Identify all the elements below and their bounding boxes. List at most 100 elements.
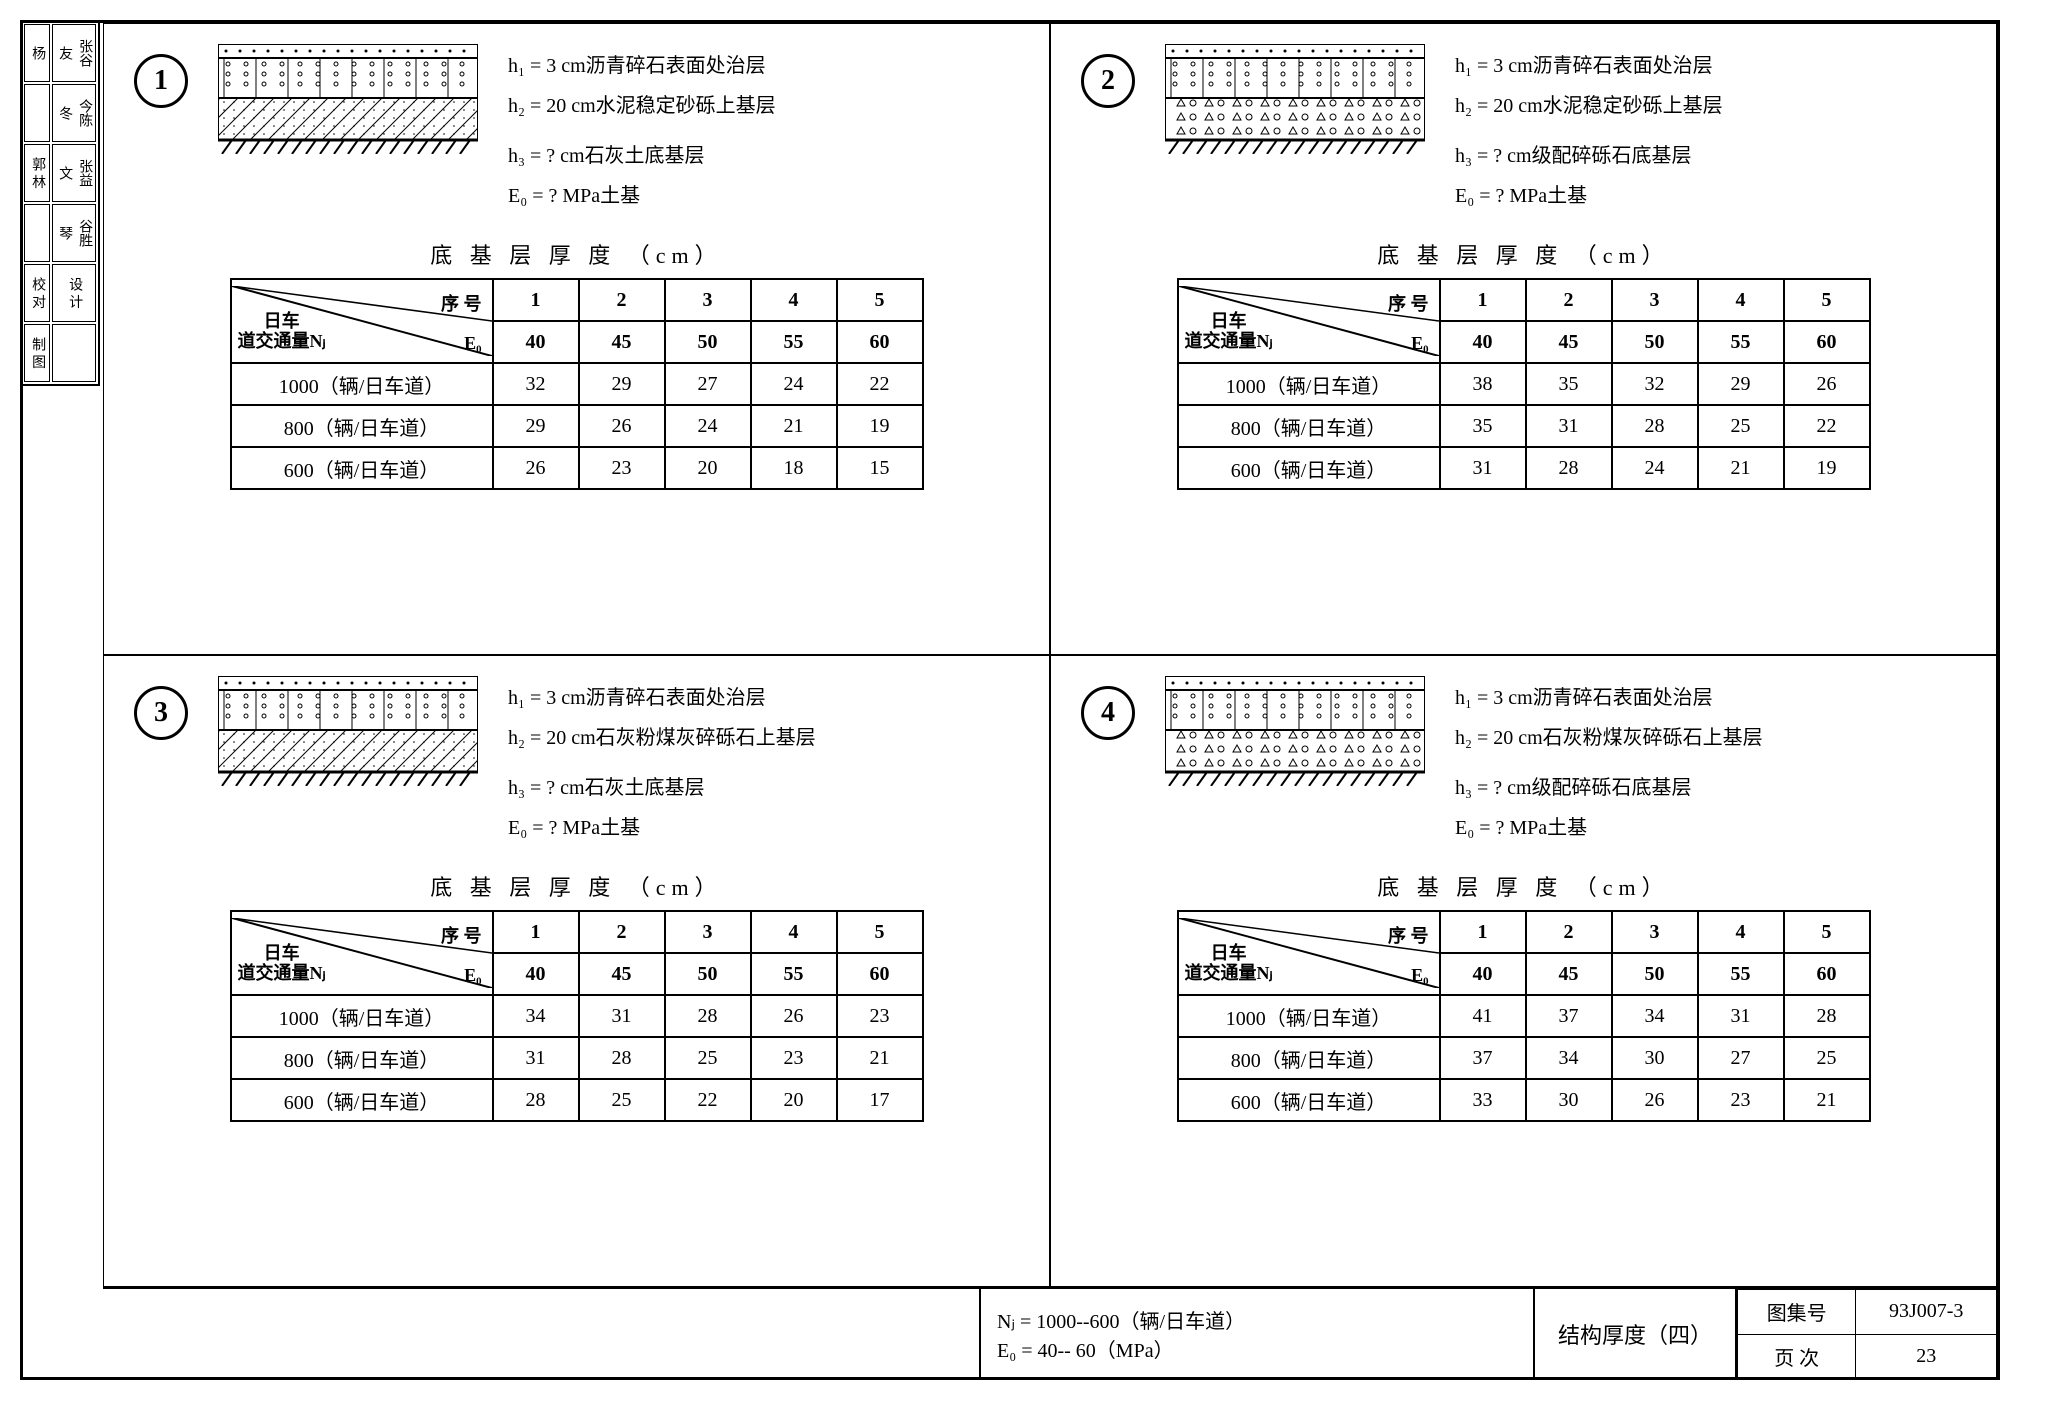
- e0-label: E₀ = ? MPa土基: [1455, 178, 1723, 214]
- thickness-table: 序 号 E₀ 日车道交通量Nⱼ 12345 4045505560 1000（辆/…: [1177, 910, 1871, 1122]
- table-title: 底 基 层 厚 度 （cm）: [134, 870, 1019, 902]
- value-cell: 25: [665, 1037, 751, 1079]
- table-title: 底 基 层 厚 度 （cm）: [134, 238, 1019, 270]
- value-cell: 38: [1440, 363, 1526, 405]
- table-row: 600（辆/日车道） 3128242119: [1178, 447, 1870, 489]
- seq-cell: 5: [1784, 279, 1870, 321]
- e0-cell: 60: [1784, 321, 1870, 363]
- table-title: 底 基 层 厚 度 （cm）: [1081, 870, 1966, 902]
- e0-cell: 50: [1612, 321, 1698, 363]
- e0-cell: 45: [1526, 321, 1612, 363]
- side-cell: 郭 林: [24, 144, 50, 202]
- value-cell: 28: [1526, 447, 1612, 489]
- table-row: 600（辆/日车道） 2825222017: [231, 1079, 923, 1121]
- table-row: 1000（辆/日车道） 3431282623: [231, 995, 923, 1037]
- value-cell: 19: [837, 405, 923, 447]
- side-cell: 设 计: [52, 264, 96, 322]
- side-cell: 谷胜琴: [52, 204, 96, 262]
- e0-label: E₀: [1411, 965, 1428, 986]
- value-cell: 29: [493, 405, 579, 447]
- value-cell: 21: [837, 1037, 923, 1079]
- value-cell: 28: [1612, 405, 1698, 447]
- value-cell: 41: [1440, 995, 1526, 1037]
- value-cell: 25: [1784, 1037, 1870, 1079]
- value-cell: 23: [837, 995, 923, 1037]
- seq-cell: 2: [579, 911, 665, 953]
- seq-cell: 4: [751, 911, 837, 953]
- e0-cell: 55: [751, 953, 837, 995]
- value-cell: 27: [1698, 1037, 1784, 1079]
- side-cell: [52, 324, 96, 382]
- value-cell: 23: [1698, 1079, 1784, 1121]
- footer-params: Nⱼ = 1000--600（辆/日车道） E₀ = 40-- 60（MPa）: [981, 1289, 1535, 1379]
- e0-cell: 50: [665, 953, 751, 995]
- table-row: 600（辆/日车道） 2623201815: [231, 447, 923, 489]
- seq-label: 序 号: [1388, 290, 1429, 316]
- e0-cell: 60: [1784, 953, 1870, 995]
- side-titleblock: 杨张谷友 今陈冬 郭 林张益文 谷胜琴 校 对设 计 制 图: [20, 20, 100, 386]
- value-cell: 31: [579, 995, 665, 1037]
- layer-labels: h₁ = 3 cm沥青碎石表面处治层 h₂ = 20 cm石灰粉煤灰碎砾石上基层…: [1455, 676, 1763, 850]
- side-cell: 今陈冬: [52, 84, 96, 142]
- value-cell: 15: [837, 447, 923, 489]
- table-row: 1000（辆/日车道） 4137343128: [1178, 995, 1870, 1037]
- value-cell: 31: [1698, 995, 1784, 1037]
- seq-label: 序 号: [1388, 922, 1429, 948]
- table-row: 800（辆/日车道） 3531282522: [1178, 405, 1870, 447]
- seq-cell: 4: [1698, 279, 1784, 321]
- panel-number: 3: [134, 686, 188, 740]
- side-cell: 张谷友: [52, 24, 96, 82]
- value-cell: 35: [1526, 363, 1612, 405]
- value-cell: 26: [579, 405, 665, 447]
- e0-cell: 40: [493, 953, 579, 995]
- seq-cell: 4: [751, 279, 837, 321]
- seq-cell: 5: [1784, 911, 1870, 953]
- table-row: 800（辆/日车道） 3128252321: [231, 1037, 923, 1079]
- value-cell: 29: [579, 363, 665, 405]
- value-cell: 17: [837, 1079, 923, 1121]
- row-label: 600（辆/日车道）: [1178, 447, 1440, 489]
- e0-cell: 40: [493, 321, 579, 363]
- h1-label: h₁ = 3 cm沥青碎石表面处治层: [1455, 48, 1723, 84]
- side-cell: 杨: [24, 24, 50, 82]
- footer-e0: E₀ = 40-- 60（MPa）: [997, 1334, 1245, 1363]
- e0-cell: 40: [1440, 321, 1526, 363]
- value-cell: 21: [1784, 1079, 1870, 1121]
- value-cell: 28: [493, 1079, 579, 1121]
- footer-titleblock: 图集号 93J007-3 页 次 23: [1737, 1289, 1997, 1379]
- value-cell: 32: [493, 363, 579, 405]
- value-cell: 22: [1784, 405, 1870, 447]
- value-cell: 33: [1440, 1079, 1526, 1121]
- e0-cell: 45: [579, 321, 665, 363]
- row-label: 800（辆/日车道）: [231, 1037, 493, 1079]
- value-cell: 31: [1440, 447, 1526, 489]
- seq-cell: 3: [665, 279, 751, 321]
- h3-label: h₃ = ? cm级配碎砾石底基层: [1455, 138, 1723, 174]
- drawing-sheet: 杨张谷友 今陈冬 郭 林张益文 谷胜琴 校 对设 计 制 图 1 h₁ = 3 …: [20, 20, 2000, 1380]
- value-cell: 37: [1440, 1037, 1526, 1079]
- e0-label: E₀ = ? MPa土基: [508, 810, 816, 846]
- seq-label: 序 号: [441, 290, 482, 316]
- table-title: 底 基 层 厚 度 （cm）: [1081, 238, 1966, 270]
- layer-labels: h₁ = 3 cm沥青碎石表面处治层 h₂ = 20 cm水泥稳定砂砾上基层 h…: [508, 44, 776, 218]
- row-label: 1000（辆/日车道）: [231, 363, 493, 405]
- e0-cell: 60: [837, 953, 923, 995]
- value-cell: 24: [1612, 447, 1698, 489]
- value-cell: 26: [1612, 1079, 1698, 1121]
- value-cell: 18: [751, 447, 837, 489]
- header-diagonal: 序 号 E₀ 日车道交通量Nⱼ: [1178, 911, 1440, 995]
- value-cell: 22: [665, 1079, 751, 1121]
- h2-label: h₂ = 20 cm水泥稳定砂砾上基层: [508, 88, 776, 124]
- value-cell: 26: [493, 447, 579, 489]
- side-cell: [24, 204, 50, 262]
- value-cell: 24: [665, 405, 751, 447]
- value-cell: 37: [1526, 995, 1612, 1037]
- nj-label: 日车道交通量Nⱼ: [1185, 312, 1273, 352]
- set-value: 93J007-3: [1856, 1290, 1997, 1335]
- side-cell: 制 图: [24, 324, 50, 382]
- h3-label: h₃ = ? cm级配碎砾石底基层: [1455, 770, 1763, 806]
- h2-label: h₂ = 20 cm石灰粉煤灰碎砾石上基层: [508, 720, 816, 756]
- value-cell: 22: [837, 363, 923, 405]
- value-cell: 25: [1698, 405, 1784, 447]
- value-cell: 21: [751, 405, 837, 447]
